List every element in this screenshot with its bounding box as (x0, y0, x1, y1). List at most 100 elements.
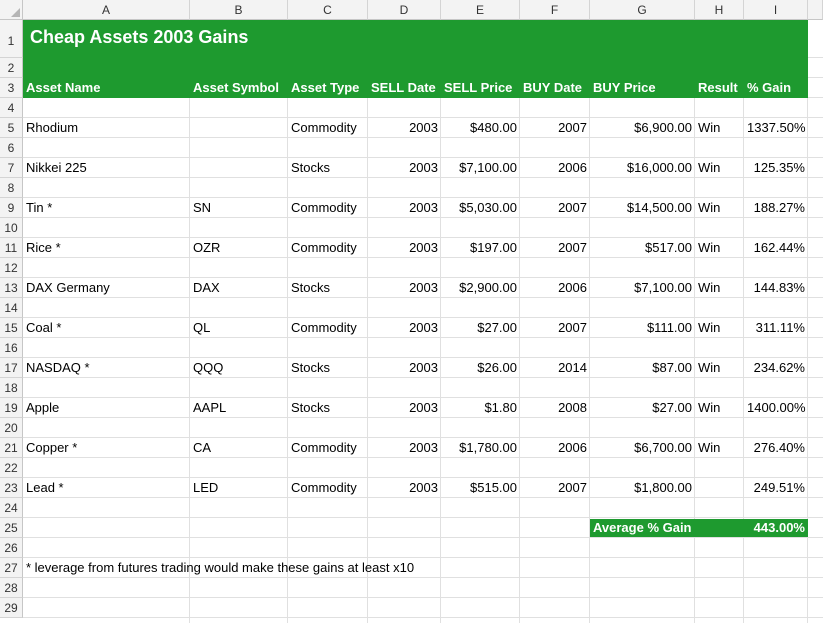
cell-sell-date[interactable]: 2003 (409, 200, 438, 215)
cell-type[interactable]: Stocks (291, 360, 331, 375)
cell-name[interactable]: Copper * (26, 440, 78, 455)
cell-symbol[interactable]: QQQ (193, 360, 224, 375)
cell-result[interactable]: Win (698, 360, 721, 375)
cell-buy-date[interactable]: 2007 (558, 240, 587, 255)
row-header[interactable]: 24 (0, 498, 23, 518)
cell-gain[interactable]: 1400.00% (747, 400, 806, 415)
row-header[interactable]: 3 (0, 78, 23, 98)
cell-sell-date[interactable]: 2003 (409, 120, 438, 135)
cell-type[interactable]: Commodity (291, 120, 357, 135)
cell-buy-price[interactable]: $16,000.00 (626, 160, 692, 175)
cell-sell-date[interactable]: 2003 (409, 320, 438, 335)
row-header[interactable]: 25 (0, 518, 23, 538)
column-header-h[interactable]: H (695, 0, 744, 20)
cell-buy-price[interactable]: $7,100.00 (634, 280, 692, 295)
cell-sell-price[interactable]: $1,780.00 (459, 440, 517, 455)
cell-type[interactable]: Stocks (291, 160, 331, 175)
cell-name[interactable]: Apple (26, 400, 60, 415)
cell-buy-price[interactable]: $1,800.00 (634, 480, 692, 495)
average-value[interactable]: 443.00% (753, 520, 805, 535)
cell-buy-date[interactable]: 2008 (558, 400, 587, 415)
row-header[interactable]: 14 (0, 298, 23, 318)
cell-buy-price[interactable]: $6,700.00 (634, 440, 692, 455)
cell-result[interactable]: Win (698, 440, 721, 455)
row-header[interactable]: 8 (0, 178, 23, 198)
cell-gain[interactable]: 249.51% (753, 480, 805, 495)
column-header-d[interactable]: D (368, 0, 441, 20)
cell-sell-price[interactable]: $515.00 (470, 480, 517, 495)
cell-buy-date[interactable]: 2007 (558, 200, 587, 215)
cell-symbol[interactable]: AAPL (193, 400, 227, 415)
column-header-g[interactable]: G (590, 0, 695, 20)
cell-sell-date[interactable]: 2003 (409, 440, 438, 455)
cell-buy-price[interactable]: $14,500.00 (626, 200, 692, 215)
cell-sell-date[interactable]: 2003 (409, 240, 438, 255)
cell-type[interactable]: Commodity (291, 440, 357, 455)
cell-gain[interactable]: 188.27% (753, 200, 805, 215)
table-header-5[interactable]: SELL Price (444, 80, 513, 95)
cell-buy-date[interactable]: 2006 (558, 280, 587, 295)
row-header[interactable]: 26 (0, 538, 23, 558)
table-header-6[interactable]: BUY Date (523, 80, 583, 95)
row-header[interactable]: 28 (0, 578, 23, 598)
cell-gain[interactable]: 276.40% (753, 440, 805, 455)
table-header-8[interactable]: Result (698, 80, 738, 95)
row-header[interactable]: 16 (0, 338, 23, 358)
cell-buy-date[interactable]: 2014 (558, 360, 587, 375)
cell-buy-date[interactable]: 2006 (558, 160, 587, 175)
cell-name[interactable]: Tin * (26, 200, 53, 215)
cell-name[interactable]: Nikkei 225 (26, 160, 87, 175)
cell-symbol[interactable]: OZR (193, 240, 221, 255)
row-header[interactable]: 13 (0, 278, 23, 298)
table-header-7[interactable]: BUY Price (593, 80, 656, 95)
cell-sell-date[interactable]: 2003 (409, 280, 438, 295)
cell-buy-date[interactable]: 2007 (558, 480, 587, 495)
cell-result[interactable]: Win (698, 120, 721, 135)
cell-result[interactable] (695, 478, 744, 498)
cell-result[interactable]: Win (698, 320, 721, 335)
row-header[interactable]: 17 (0, 358, 23, 378)
cell-sell-price[interactable]: $2,900.00 (459, 280, 517, 295)
average-label[interactable]: Average % Gain (593, 520, 692, 535)
cell-buy-date[interactable]: 2007 (558, 120, 587, 135)
cell-symbol[interactable]: LED (193, 480, 219, 495)
cell-symbol[interactable]: CA (193, 440, 212, 455)
row-header[interactable]: 5 (0, 118, 23, 138)
cell-buy-price[interactable]: $87.00 (652, 360, 692, 375)
cell-gain[interactable]: 125.35% (753, 160, 805, 175)
table-header-1[interactable]: Asset Name (26, 80, 101, 95)
table-header-4[interactable]: SELL Date (371, 80, 436, 95)
row-header[interactable]: 20 (0, 418, 23, 438)
cell-name[interactable]: Coal * (26, 320, 62, 335)
cell-sell-price[interactable]: $27.00 (477, 320, 517, 335)
column-header-c[interactable]: C (288, 0, 368, 20)
cell-type[interactable]: Stocks (291, 400, 331, 415)
table-header-9[interactable]: % Gain (747, 80, 792, 95)
cell-symbol[interactable] (190, 118, 288, 138)
cell-type[interactable]: Commodity (291, 320, 357, 335)
cell-name[interactable]: Rice * (26, 240, 61, 255)
cell-type[interactable]: Commodity (291, 240, 357, 255)
row-header[interactable]: 2 (0, 58, 23, 78)
row-header[interactable]: 4 (0, 98, 23, 118)
cell-name[interactable]: Rhodium (26, 120, 79, 135)
row-header[interactable]: 15 (0, 318, 23, 338)
column-header-i[interactable]: I (744, 0, 808, 20)
column-header-f[interactable]: F (520, 0, 590, 20)
cell-gain[interactable]: 144.83% (753, 280, 805, 295)
cell-sell-price[interactable]: $7,100.00 (459, 160, 517, 175)
cell-symbol[interactable]: DAX (193, 280, 220, 295)
row-header[interactable]: 9 (0, 198, 23, 218)
cell-type[interactable]: Commodity (291, 200, 357, 215)
cell-buy-price[interactable]: $6,900.00 (634, 120, 692, 135)
cell-buy-price[interactable]: $517.00 (645, 240, 692, 255)
row-header[interactable]: 19 (0, 398, 23, 418)
row-header[interactable]: 12 (0, 258, 23, 278)
cell-gain[interactable]: 162.44% (753, 240, 805, 255)
table-header-3[interactable]: Asset Type (291, 80, 360, 95)
cell-result[interactable]: Win (698, 200, 721, 215)
cell-sell-price[interactable]: $5,030.00 (459, 200, 517, 215)
cell-gain[interactable]: 311.11% (755, 320, 805, 335)
select-all-corner[interactable] (0, 0, 23, 20)
cell-symbol[interactable]: QL (193, 320, 211, 335)
